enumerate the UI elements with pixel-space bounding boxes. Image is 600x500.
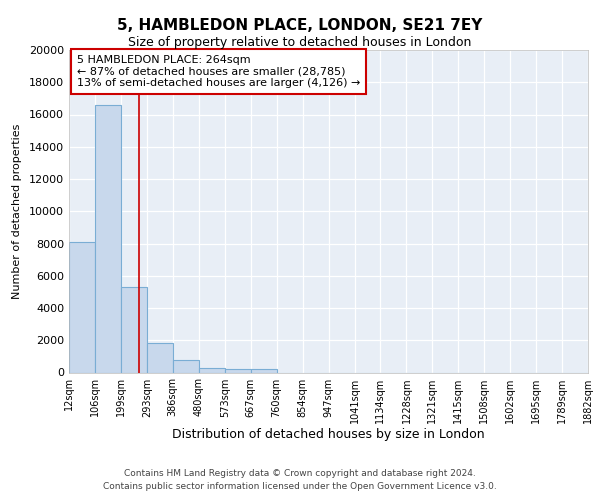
Bar (224, 370, 251, 372)
Bar (95, 105, 121, 372)
Bar (173, 360, 199, 372)
Y-axis label: Number of detached properties: Number of detached properties (12, 124, 22, 299)
X-axis label: Distribution of detached houses by size in London: Distribution of detached houses by size … (172, 428, 485, 442)
Bar (251, 370, 277, 372)
Text: Contains HM Land Registry data © Crown copyright and database right 2024.
Contai: Contains HM Land Registry data © Crown c… (103, 470, 497, 491)
Text: Size of property relative to detached houses in London: Size of property relative to detached ho… (128, 36, 472, 49)
Bar (147, 342, 173, 372)
Bar (199, 368, 224, 372)
Text: 5, HAMBLEDON PLACE, LONDON, SE21 7EY: 5, HAMBLEDON PLACE, LONDON, SE21 7EY (118, 18, 482, 32)
Bar (69, 242, 95, 372)
Text: 5 HAMBLEDON PLACE: 264sqm
← 87% of detached houses are smaller (28,785)
13% of s: 5 HAMBLEDON PLACE: 264sqm ← 87% of detac… (77, 55, 360, 88)
Bar (121, 287, 147, 372)
